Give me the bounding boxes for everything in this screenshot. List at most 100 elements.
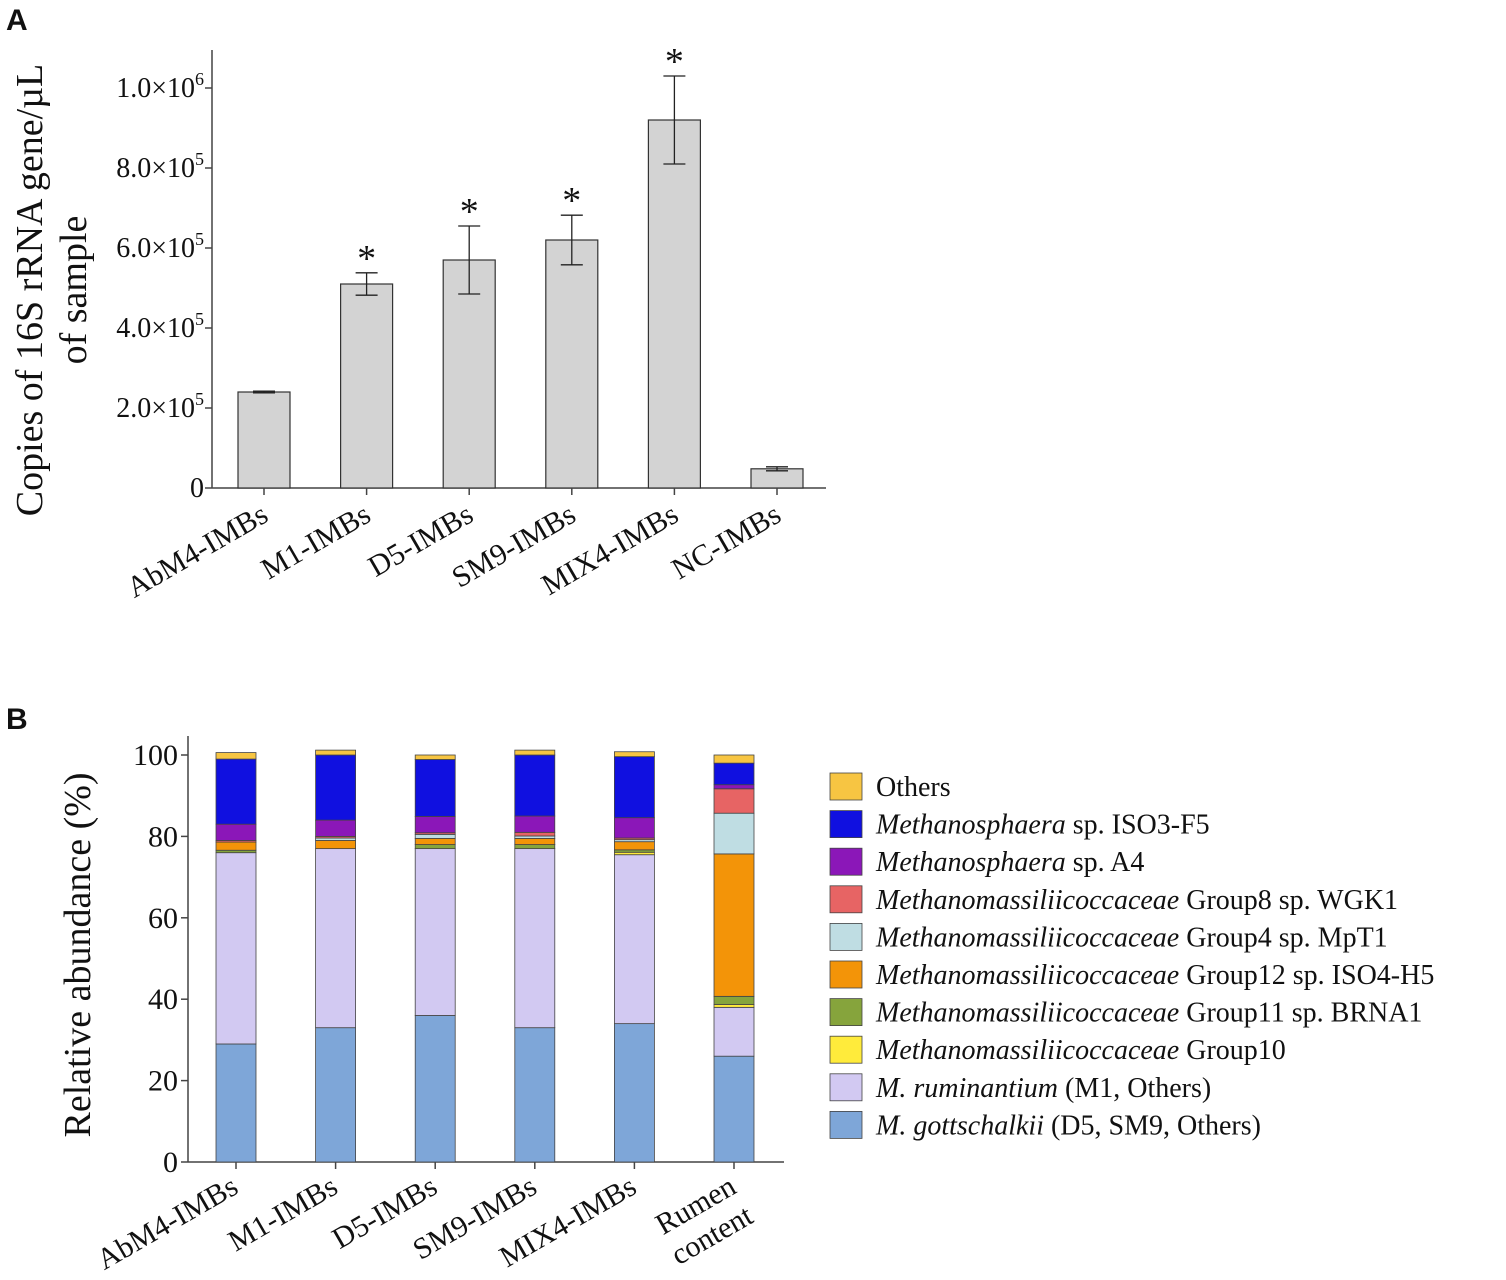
panel-b-legend-label: Methanomassiliicoccaceae Group10 <box>875 1035 1286 1066</box>
panel-b-legend-swatch <box>829 810 863 838</box>
panel-b-legend-label-italic: Methanosphaera <box>875 810 1066 841</box>
panel-b-bar-segment <box>215 752 257 760</box>
panel-a-y-tick-mantissa: 2.0×10 <box>116 393 195 424</box>
panel-a-bar <box>647 119 702 489</box>
panel-b-bar-segment <box>514 831 556 837</box>
panel-b-bar-segment <box>215 758 257 825</box>
panel-b-legend-label-rest: Group10 <box>1179 1035 1286 1066</box>
panel-b-x-label: Rumencontent <box>649 1169 760 1272</box>
panel-a-y-tick-mantissa: 1.0×10 <box>116 73 195 104</box>
panel-a-y-tick-exponent: 6 <box>195 69 204 89</box>
panel-b-bar-segment <box>414 848 456 1016</box>
panel-b-bar-segment <box>414 844 456 850</box>
panel-b-y-ticks: 0 20 40 60 80 100 <box>133 739 188 1179</box>
panel-b-legend-label-rest: Group11 sp. BRNA1 <box>1179 998 1422 1029</box>
panel-b-axes <box>187 736 784 1163</box>
panel-b-x-labels: AbM4-IMBsM1-IMBsD5-IMBsSM9-IMBsMIX4-IMBs… <box>91 1169 759 1276</box>
panel-b-legend-label: Methanosphaera sp. ISO3-F5 <box>875 810 1210 841</box>
panel-b-legend-label-italic: M. ruminantium <box>875 1073 1058 1104</box>
panel-a: A Copies of 16S rRNA gene/µL of sample 0… <box>6 4 826 604</box>
panel-b-x-label-line: AbM4-IMBs <box>91 1169 243 1276</box>
panel-b-bar-segment <box>614 756 655 819</box>
panel-b-legend-label: M. gottschalkii (D5, SM9, Others) <box>875 1110 1261 1141</box>
panel-b-bar-segment <box>614 751 655 758</box>
panel-b: B Relative abundance (%) 0 20 40 60 80 100 Ab… <box>6 703 1434 1276</box>
panel-b-legend-swatch <box>829 998 863 1026</box>
panel-b-legend-label-rest: Group4 sp. MpT1 <box>1179 922 1387 953</box>
panel-b-bar-segment <box>514 838 556 845</box>
panel-b-bar-segment <box>414 816 456 834</box>
panel-b-legend-swatch <box>829 772 863 801</box>
panel-a-y-tick-label: 8.0×105 <box>116 149 204 184</box>
panel-b-bar-segment <box>315 749 357 756</box>
panel-b-bar-segment <box>713 853 755 997</box>
panel-b-legend-label-italic: Methanosphaera <box>875 847 1066 878</box>
panel-b-legend-label-italic: Methanomassiliicoccaceae <box>875 885 1179 916</box>
panel-b-bar-segment <box>414 1015 456 1163</box>
panel-b-legend-swatch <box>829 1111 863 1139</box>
panel-b-x-label: AbM4-IMBs <box>91 1169 243 1276</box>
panel-b-bar-segment <box>414 833 456 839</box>
panel-b-legend-label-italic: Methanomassiliicoccaceae <box>875 960 1179 991</box>
panel-b-legend-label-rest: Others <box>876 772 951 803</box>
panel-a-y-tick-label: 1.0×106 <box>116 69 204 104</box>
panel-a-significance: * * * * <box>357 41 684 280</box>
panel-a-significance-star: * <box>665 41 684 83</box>
panel-a-y-tick-exponent: 5 <box>195 149 204 169</box>
panel-b-y-tick-label: 20 <box>148 1065 178 1098</box>
panel-a-x-label: AbM4-IMBs <box>121 497 273 604</box>
panel-a-x-label: M1-IMBs <box>256 497 376 586</box>
panel-a-y-axis-title-line2: of sample <box>53 216 95 365</box>
panel-b-bar-segment <box>315 848 357 1029</box>
panel-b-bar-segment <box>514 844 556 850</box>
panel-a-y-tick-label: 2.0×105 <box>116 389 204 424</box>
panel-a-x-labels: AbM4-IMBsM1-IMBsD5-IMBsSM9-IMBsMIX4-IMBs… <box>121 497 786 604</box>
panel-b-bar-segment <box>315 1027 357 1163</box>
panel-b-stacked-bars <box>215 749 755 1169</box>
panel-b-legend-swatch <box>829 960 863 989</box>
panel-b-bar-segment <box>713 1004 755 1008</box>
panel-b-x-label-line: M1-IMBs <box>223 1169 343 1258</box>
panel-b-bar-segment <box>514 749 556 756</box>
panel-b-legend-label-rest: Group12 sp. ISO4-H5 <box>1179 960 1434 991</box>
panel-a-x-label: NC-IMBs <box>666 497 786 586</box>
panel-b-bar-segment <box>614 1023 655 1163</box>
panel-b-bar-segment <box>414 759 456 817</box>
panel-b-legend-label: M. ruminantium (M1, Others) <box>875 1073 1211 1104</box>
panel-b-legend-swatch <box>829 1073 863 1102</box>
panel-b-legend-label-rest: sp. A4 <box>1066 847 1145 878</box>
panel-b-bar-segment <box>514 754 556 817</box>
panel-b-y-tick-label: 80 <box>148 820 178 853</box>
panel-b-y-tick-label: 0 <box>163 1146 178 1179</box>
panel-b-bar-segment <box>315 840 357 850</box>
panel-b-legend-swatch <box>829 923 863 951</box>
panel-b-bar-segment <box>614 817 655 839</box>
panel-a-y-axis-title-line1: Copies of 16S rRNA gene/µL <box>9 64 51 517</box>
panel-b-legend-label: Others <box>876 772 951 803</box>
panel-a-y-tick-mantissa: 0 <box>190 473 204 504</box>
panel-b-y-tick-label: 100 <box>133 739 178 772</box>
panel-b-legend-label: Methanomassiliicoccaceae Group11 sp. BRN… <box>875 998 1422 1029</box>
panel-b-legend-label-italic: Methanomassiliicoccaceae <box>875 998 1179 1029</box>
panel-b-legend-swatch <box>829 1035 863 1064</box>
panel-b-y-axis-title: Relative abundance (%) <box>57 772 99 1137</box>
panel-b-bar-segment <box>315 754 357 821</box>
panel-a-bar <box>545 239 599 489</box>
panel-b-bar-segment <box>713 1055 755 1163</box>
panel-b-legend-label-rest: (D5, SM9, Others) <box>1044 1110 1261 1141</box>
panel-b-legend-label-italic: M. gottschalkii <box>875 1110 1044 1141</box>
panel-a-bar <box>340 283 394 489</box>
panel-b-bar-segment <box>713 762 755 786</box>
panel-a-error-bars <box>253 75 788 495</box>
panel-a-y-tick-label: 4.0×105 <box>116 309 204 344</box>
panel-b-bar-segment <box>713 995 755 1005</box>
panel-b-bar-segment <box>215 1043 257 1163</box>
panel-a-y-tick-label: 0 <box>190 473 204 504</box>
panel-b-bar-segment <box>514 848 556 1029</box>
panel-b-legend-label-italic: Methanomassiliicoccaceae <box>875 1035 1179 1066</box>
panel-a-significance-star: * <box>357 238 376 280</box>
panel-b-legend-label: Methanomassiliicoccaceae Group4 sp. MpT1 <box>875 922 1388 953</box>
panel-b-legend-swatch <box>829 847 863 876</box>
